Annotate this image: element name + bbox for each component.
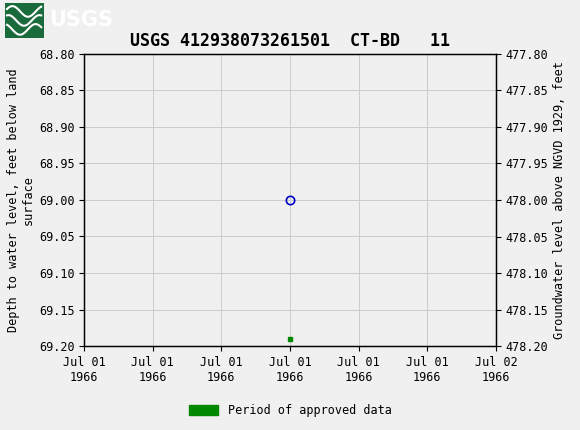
Text: USGS 412938073261501  CT-BD   11: USGS 412938073261501 CT-BD 11	[130, 32, 450, 50]
Legend: Period of approved data: Period of approved data	[184, 399, 396, 422]
Text: USGS: USGS	[49, 10, 113, 31]
Y-axis label: Groundwater level above NGVD 1929, feet: Groundwater level above NGVD 1929, feet	[553, 61, 566, 339]
Bar	[5, 3, 44, 37]
Y-axis label: Depth to water level, feet below land
surface: Depth to water level, feet below land su…	[6, 68, 35, 332]
